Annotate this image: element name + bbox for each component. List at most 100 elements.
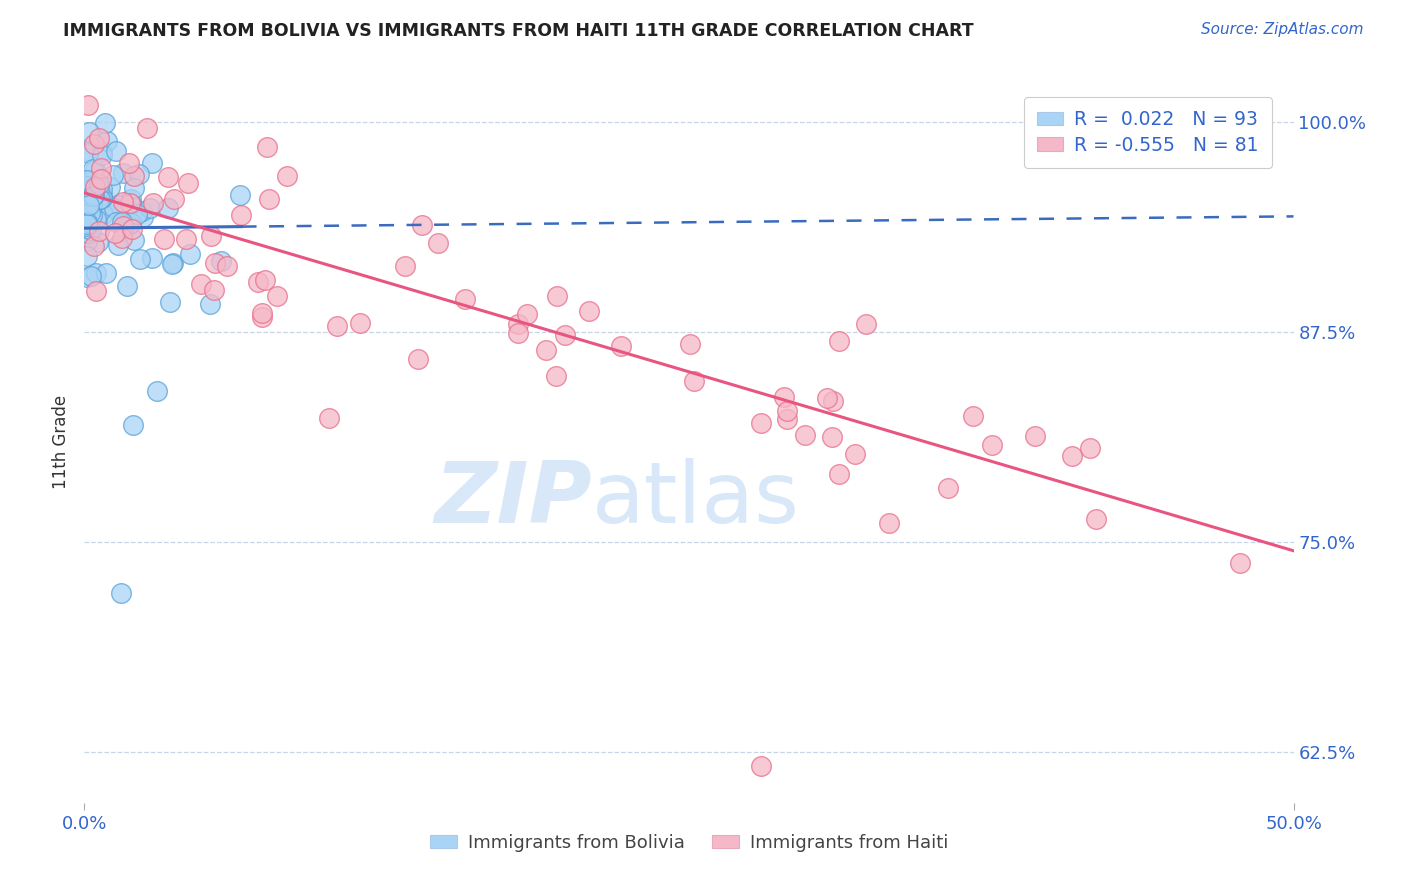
- Point: [136, 121, 159, 136]
- Point: [77, 98, 100, 112]
- Point: [128, 167, 150, 181]
- Point: [156, 170, 179, 185]
- Point: [773, 390, 796, 404]
- Point: [76, 183, 98, 197]
- Point: [146, 384, 169, 398]
- Point: [578, 304, 600, 318]
- Point: [162, 256, 184, 270]
- Point: [844, 447, 866, 461]
- Point: [112, 166, 135, 180]
- Point: [142, 196, 165, 211]
- Point: [77, 226, 100, 240]
- Point: [120, 216, 142, 230]
- Point: [112, 195, 135, 210]
- Text: IMMIGRANTS FROM BOLIVIA VS IMMIGRANTS FROM HAITI 11TH GRADE CORRELATION CHART: IMMIGRANTS FROM BOLIVIA VS IMMIGRANTS FR…: [63, 22, 974, 40]
- Point: [506, 326, 529, 340]
- Point: [90, 161, 112, 175]
- Point: [794, 427, 817, 442]
- Point: [83, 239, 105, 253]
- Point: [138, 201, 160, 215]
- Point: [679, 337, 702, 351]
- Point: [103, 201, 125, 215]
- Point: [84, 212, 107, 227]
- Point: [217, 259, 239, 273]
- Point: [326, 319, 349, 334]
- Point: [276, 169, 298, 183]
- Point: [174, 232, 197, 246]
- Point: [980, 437, 1002, 451]
- Point: [515, 307, 537, 321]
- Point: [229, 188, 252, 202]
- Point: [252, 306, 274, 320]
- Point: [110, 586, 132, 600]
- Point: [775, 403, 797, 417]
- Point: [318, 410, 340, 425]
- Point: [129, 252, 152, 266]
- Point: [80, 195, 103, 210]
- Point: [76, 178, 98, 193]
- Point: [1024, 429, 1046, 443]
- Point: [76, 217, 98, 231]
- Point: [554, 327, 576, 342]
- Point: [200, 228, 222, 243]
- Point: [252, 310, 274, 324]
- Point: [141, 251, 163, 265]
- Point: [83, 180, 105, 194]
- Point: [104, 144, 127, 158]
- Point: [1084, 511, 1107, 525]
- Point: [544, 369, 567, 384]
- Point: [87, 224, 110, 238]
- Point: [80, 208, 103, 222]
- Point: [209, 254, 232, 268]
- Point: [259, 192, 281, 206]
- Point: [96, 134, 118, 148]
- Point: [125, 207, 148, 221]
- Point: [111, 219, 134, 234]
- Point: [94, 266, 117, 280]
- Point: [229, 208, 252, 222]
- Point: [76, 249, 98, 263]
- Point: [1229, 556, 1251, 570]
- Point: [141, 156, 163, 170]
- Point: [86, 193, 108, 207]
- Point: [827, 334, 849, 349]
- Point: [76, 214, 98, 228]
- Point: [877, 516, 900, 530]
- Point: [77, 198, 100, 212]
- Point: [87, 182, 110, 196]
- Point: [962, 409, 984, 423]
- Point: [84, 186, 107, 200]
- Point: [821, 430, 844, 444]
- Point: [76, 192, 98, 206]
- Point: [89, 130, 111, 145]
- Point: [546, 289, 568, 303]
- Point: [938, 481, 960, 495]
- Point: [77, 146, 100, 161]
- Point: [89, 192, 111, 206]
- Point: [77, 206, 100, 220]
- Point: [82, 189, 104, 203]
- Y-axis label: 11th Grade: 11th Grade: [52, 394, 70, 489]
- Point: [82, 161, 104, 176]
- Point: [1078, 441, 1101, 455]
- Point: [111, 231, 134, 245]
- Point: [536, 343, 558, 358]
- Point: [247, 275, 270, 289]
- Point: [105, 215, 128, 229]
- Point: [84, 163, 107, 178]
- Point: [80, 188, 103, 202]
- Point: [190, 277, 212, 291]
- Point: [89, 177, 111, 191]
- Point: [426, 235, 449, 250]
- Point: [83, 187, 105, 202]
- Point: [115, 278, 138, 293]
- Point: [76, 220, 98, 235]
- Point: [160, 257, 183, 271]
- Point: [91, 191, 114, 205]
- Point: [79, 189, 101, 203]
- Point: [91, 188, 114, 202]
- Point: [683, 374, 706, 388]
- Point: [394, 259, 416, 273]
- Point: [76, 188, 98, 202]
- Point: [823, 394, 845, 409]
